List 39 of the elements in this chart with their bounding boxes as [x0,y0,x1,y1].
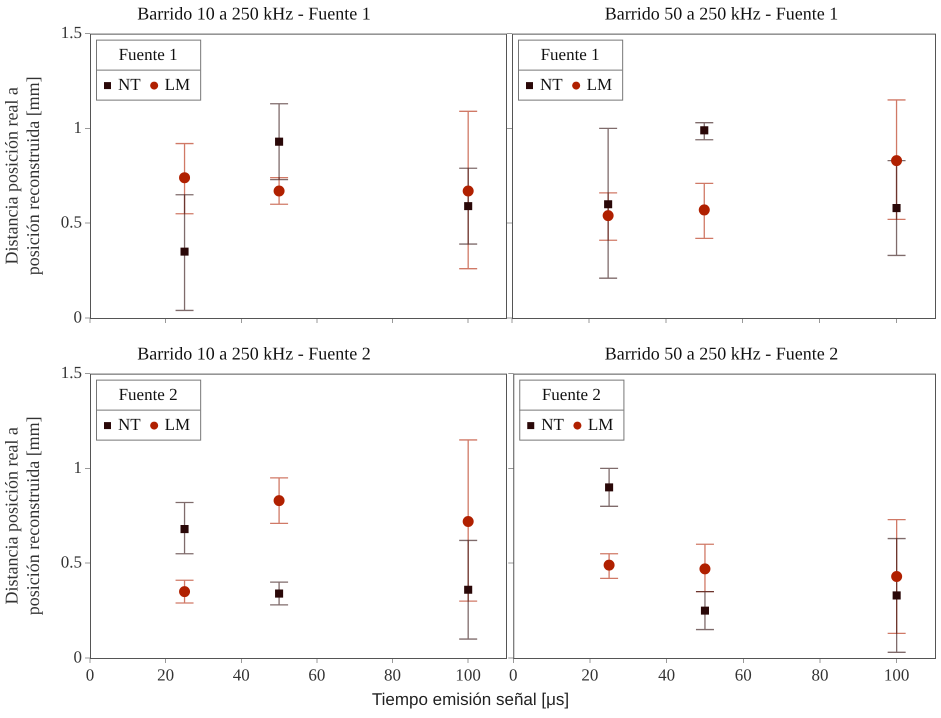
x-tick-label: 60 [734,666,752,685]
legend-label: NT [541,415,565,434]
y-tick-label: 0.5 [60,212,82,232]
legend-title: Fuente 2 [118,385,178,404]
legend-label: NT [118,75,142,94]
legend-title: Fuente 1 [540,45,600,64]
x-tick-label: 20 [157,666,174,685]
y-tick-label: 0 [74,307,82,326]
x-axis-title: Tiempo emisión señal [μs] [370,690,570,710]
legend-label: NT [540,75,564,94]
chart-title: Barrido 10 a 250 kHz - Fuente 1 [137,4,371,24]
x-tick-label: 100 [455,666,481,685]
legend-title: Fuente 2 [542,385,601,404]
chart-title: Barrido 10 a 250 kHz - Fuente 2 [137,344,371,364]
legend-label: LM [164,415,190,434]
y-axis-title: Distancia posición real a posición reconstruida [mm] [2,76,44,276]
x-tick-label: 40 [232,666,250,685]
chart-title: Barrido 50 a 250 kHz - Fuente 2 [604,344,838,364]
legend-title: Fuente 1 [118,45,178,64]
y-tick-label: 1.5 [60,363,82,382]
legend-label: LM [588,415,614,434]
x-tick-label: 80 [811,666,828,685]
x-tick-label: 80 [384,666,402,685]
y-tick-label: 0 [74,647,82,666]
x-tick-label: 0 [509,666,518,685]
x-tick-label: 40 [658,666,676,685]
x-tick-label: 60 [308,666,326,685]
x-tick-label: 20 [581,666,598,685]
y-tick-label: 1.5 [60,23,82,42]
legend-label: LM [164,75,190,94]
x-tick-label: 100 [884,666,910,685]
x-tick-label: 0 [86,666,94,685]
legend-label: NT [118,415,142,434]
y-tick-label: 0.5 [60,552,82,572]
y-axis-title: Distancia posición real a posición reconstruida [mm] [2,416,44,616]
y-tick-label: 1 [74,118,82,137]
legend-label: LM [586,75,612,94]
chart-title: Barrido 50 a 250 kHz - Fuente 1 [604,4,838,24]
y-tick-label: 1 [74,458,82,477]
